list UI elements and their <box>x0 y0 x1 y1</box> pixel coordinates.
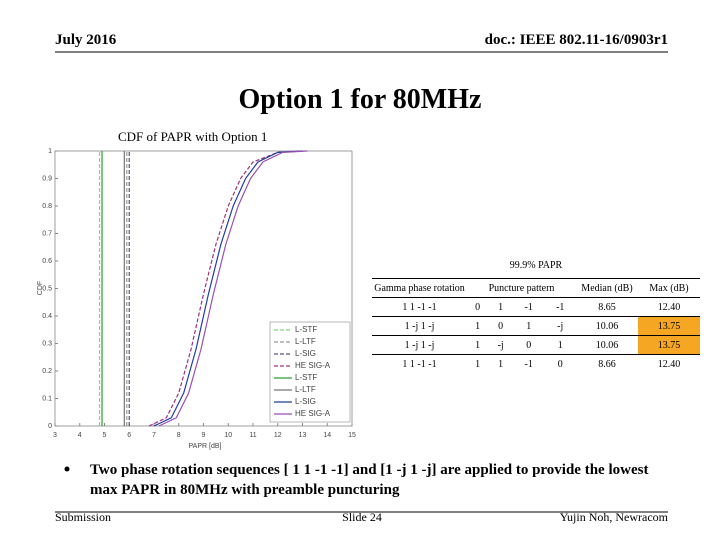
bullet-dot <box>64 466 70 472</box>
legend-box <box>269 321 351 423</box>
date: July 2016 <box>55 32 117 48</box>
legend-label: L-STF <box>295 373 317 382</box>
y-tick-label: 0.6 <box>42 258 52 265</box>
x-tick-label: 15 <box>348 432 356 439</box>
table-row: 1 -j 1 -j 1 0 1 -j 10.06 13.75 <box>372 316 700 336</box>
legend-label: L-SIG <box>295 349 316 358</box>
x-tick-label: 7 <box>152 432 156 439</box>
x-tick-label: 8 <box>177 432 181 439</box>
legend-label: L-LTF <box>295 337 316 346</box>
doc-id: doc.: IEEE 802.11-16/0903r1 <box>485 32 668 48</box>
table-cell: -j <box>488 335 513 355</box>
y-tick-label: 0.3 <box>42 340 52 347</box>
papr-table: 99.9% PAPR Gamma phase rotation Puncture p… <box>372 252 700 373</box>
legend-label: L-SIG <box>295 397 316 406</box>
table-cell: 0 <box>512 335 545 355</box>
table-cell: 13.75 <box>638 335 700 355</box>
footer-left: Submission <box>55 510 111 524</box>
footer-center: Slide 24 <box>342 510 382 524</box>
chart-title: CDF of PAPR with Option 1 <box>118 129 267 144</box>
table-row: 1 1 -1 -1 0 1 -1 -1 8.65 12.40 <box>372 297 700 317</box>
table-cell: 1 -j 1 -j <box>372 316 467 336</box>
table-cell: 99.9% PAPR <box>509 259 563 271</box>
x-tick-label: 14 <box>323 432 331 439</box>
table-cell: 8.65 <box>576 297 638 317</box>
table-cell: 0 <box>544 354 576 373</box>
y-tick-label: 0.4 <box>42 313 52 320</box>
x-tick-label: 10 <box>224 432 232 439</box>
table-cell: Gamma phase rotation <box>372 278 467 298</box>
table-cell: 10.06 <box>576 316 638 336</box>
table-cell: 12.40 <box>638 297 700 317</box>
table-cell: 1 <box>467 354 489 373</box>
y-tick-label: 0 <box>48 423 52 430</box>
table-cell: 8.66 <box>576 354 638 373</box>
table-cell: 1 <box>488 354 513 373</box>
table-cell: 0 <box>467 297 489 317</box>
table-cell: 1 <box>544 335 576 355</box>
slide-title: Option 1 for 80MHz <box>239 84 482 115</box>
table-cell: 1 1 -1 -1 <box>372 297 467 317</box>
table-cell: -1 <box>512 354 545 373</box>
cdf-line <box>153 150 303 427</box>
y-tick-label: 0.1 <box>42 395 52 402</box>
footer-right: Yujin Noh, Newracom <box>560 510 669 524</box>
x-tick-label: 4 <box>78 432 82 439</box>
table-cell: -1 <box>512 297 545 317</box>
table-cell: 1 <box>467 316 489 336</box>
table-cell: 1 1 -1 -1 <box>372 354 467 373</box>
x-tick-label: 9 <box>202 432 206 439</box>
legend-label: L-LTF <box>295 385 316 394</box>
x-axis-label: PAPR [dB] <box>189 443 222 450</box>
y-tick-label: 0.2 <box>42 368 52 375</box>
table-cell: Median (dB) <box>576 278 638 298</box>
table-cell: 12.40 <box>638 354 700 373</box>
table-cell: -1 <box>544 297 576 317</box>
table-row: Gamma phase rotation Puncture pattern Medi… <box>372 278 700 298</box>
legend-label: HE SIG-A <box>295 409 331 418</box>
y-tick-label: 1 <box>48 148 52 155</box>
y-tick-label: 0.9 <box>42 175 52 182</box>
table-cell: Max (dB) <box>638 278 700 298</box>
table-cell: 1 <box>512 316 545 336</box>
table-row: 1 1 -1 -1 1 1 -1 0 8.66 12.40 <box>372 354 700 373</box>
y-tick-label: 0.8 <box>42 203 52 210</box>
cdf-line <box>158 150 308 427</box>
table-cell: 0 <box>488 316 513 336</box>
legend-label: L-STF <box>295 325 317 334</box>
y-tick-label: 0.7 <box>42 230 52 237</box>
table-cell: 1 -j 1 -j <box>372 335 467 355</box>
bullet-text: Two phase rotation sequences [ 1 1 -1 -1… <box>90 462 649 498</box>
table-cell: 1 <box>467 335 489 355</box>
cdf-line <box>148 150 303 427</box>
table-row: 99.9% PAPR <box>372 252 700 279</box>
x-tick-label: 11 <box>249 432 256 439</box>
legend-label: HE SIG-A <box>295 361 331 370</box>
y-tick-label: 0.5 <box>42 285 52 292</box>
table-cell: Puncture pattern <box>467 278 576 298</box>
x-tick-label: 5 <box>103 432 107 439</box>
table-cell: 1 <box>488 297 513 317</box>
x-tick-label: 3 <box>53 432 57 439</box>
y-axis-label: CDF <box>37 281 44 295</box>
x-tick-label: 6 <box>127 432 131 439</box>
table-cell: 13.75 <box>638 316 700 336</box>
table-cell: 10.06 <box>576 335 638 355</box>
table-row: 1 -j 1 -j 1 -j 0 1 10.06 13.75 <box>372 335 700 355</box>
x-tick-label: 12 <box>274 432 282 439</box>
x-tick-label: 13 <box>299 432 307 439</box>
table-cell: -j <box>544 316 576 336</box>
